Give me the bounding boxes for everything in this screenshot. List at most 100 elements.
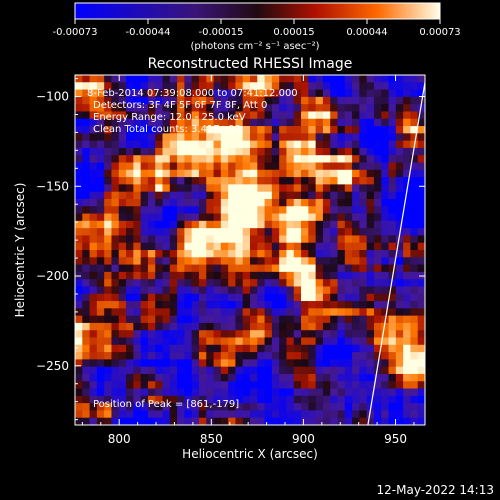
image-pixel (169, 395, 178, 404)
image-pixel (257, 118, 265, 127)
image-pixel (213, 293, 222, 302)
image-pixel (257, 315, 265, 324)
image-pixel (169, 373, 178, 382)
image-pixel (315, 344, 324, 353)
image-pixel (271, 206, 280, 214)
image-pixel (235, 286, 244, 295)
image-pixel (264, 75, 273, 83)
image-pixel (242, 118, 251, 127)
image-pixel (417, 89, 425, 98)
image-pixel (235, 308, 244, 317)
image-pixel (126, 82, 134, 90)
image-pixel (381, 417, 389, 425)
image-pixel (271, 395, 280, 404)
image-pixel (184, 250, 193, 258)
image-pixel (373, 126, 382, 134)
image-pixel (359, 242, 368, 251)
image-pixel (403, 301, 411, 309)
image-pixel (315, 111, 324, 120)
image-pixel (373, 366, 382, 375)
image-pixel (147, 359, 156, 368)
image-pixel (111, 198, 120, 207)
image-pixel (403, 177, 411, 185)
image-pixel (264, 206, 273, 214)
image-pixel (235, 235, 244, 244)
image-pixel (352, 147, 360, 156)
image-pixel (213, 111, 222, 120)
image-pixel (359, 147, 368, 156)
image-pixel (381, 162, 389, 171)
image-pixel (198, 293, 207, 302)
y-axis-label: Heliocentric Y (arcsec) (13, 183, 27, 318)
image-pixel (198, 147, 207, 156)
image-pixel (366, 177, 375, 185)
image-pixel (410, 133, 419, 142)
image-pixel (279, 147, 287, 156)
image-pixel (213, 388, 222, 397)
image-pixel (228, 242, 236, 251)
image-pixel (111, 337, 120, 346)
image-pixel (271, 140, 280, 149)
image-pixel (96, 373, 105, 382)
image-pixel (337, 75, 346, 83)
image-pixel (293, 359, 302, 368)
image-pixel (184, 191, 193, 200)
image-pixel (140, 242, 149, 251)
image-pixel (228, 410, 236, 419)
image-pixel (89, 191, 98, 200)
image-pixel (359, 191, 368, 200)
image-pixel (366, 279, 375, 287)
image-pixel (337, 235, 346, 244)
image-pixel (417, 140, 425, 149)
image-pixel (417, 191, 425, 200)
image-pixel (177, 322, 185, 331)
image-pixel (337, 301, 346, 309)
image-pixel (155, 395, 163, 404)
image-pixel (322, 169, 331, 178)
image-pixel (191, 213, 200, 222)
image-pixel (344, 264, 353, 273)
image-pixel (344, 271, 353, 280)
image-pixel (344, 75, 353, 83)
image-pixel (344, 162, 353, 171)
image-pixel (301, 177, 309, 185)
image-pixel (169, 228, 178, 236)
image-pixel (301, 147, 309, 156)
image-pixel (388, 250, 397, 258)
image-pixel (271, 126, 280, 134)
image-pixel (140, 220, 149, 229)
image-pixel (155, 271, 163, 280)
image-pixel (279, 177, 287, 185)
image-pixel (155, 381, 163, 389)
image-pixel (104, 344, 112, 353)
image-pixel (257, 352, 265, 360)
image-pixel (279, 308, 287, 317)
image-pixel (417, 286, 425, 295)
image-pixel (366, 104, 375, 112)
image-pixel (162, 337, 171, 346)
image-pixel (301, 381, 309, 389)
image-pixel (359, 140, 368, 149)
image-pixel (75, 206, 83, 214)
image-pixel (301, 410, 309, 419)
image-pixel (308, 89, 317, 98)
image-pixel (403, 417, 411, 425)
y-axis: −100−150−200−250 (36, 78, 425, 421)
image-pixel (147, 352, 156, 360)
image-pixel (220, 169, 229, 178)
image-pixel (330, 191, 338, 200)
image-pixel (177, 373, 185, 382)
image-pixel (410, 147, 419, 156)
image-pixel (155, 322, 163, 331)
image-pixel (315, 381, 324, 389)
image-pixel (75, 322, 83, 331)
image-pixel (162, 257, 171, 265)
image-pixel (242, 104, 251, 112)
image-pixel (184, 293, 193, 302)
image-pixel (96, 330, 105, 338)
image-pixel (308, 206, 317, 214)
image-pixel (155, 417, 163, 425)
image-pixel (286, 264, 295, 273)
image-pixel (271, 96, 280, 105)
image-pixel (140, 366, 149, 375)
